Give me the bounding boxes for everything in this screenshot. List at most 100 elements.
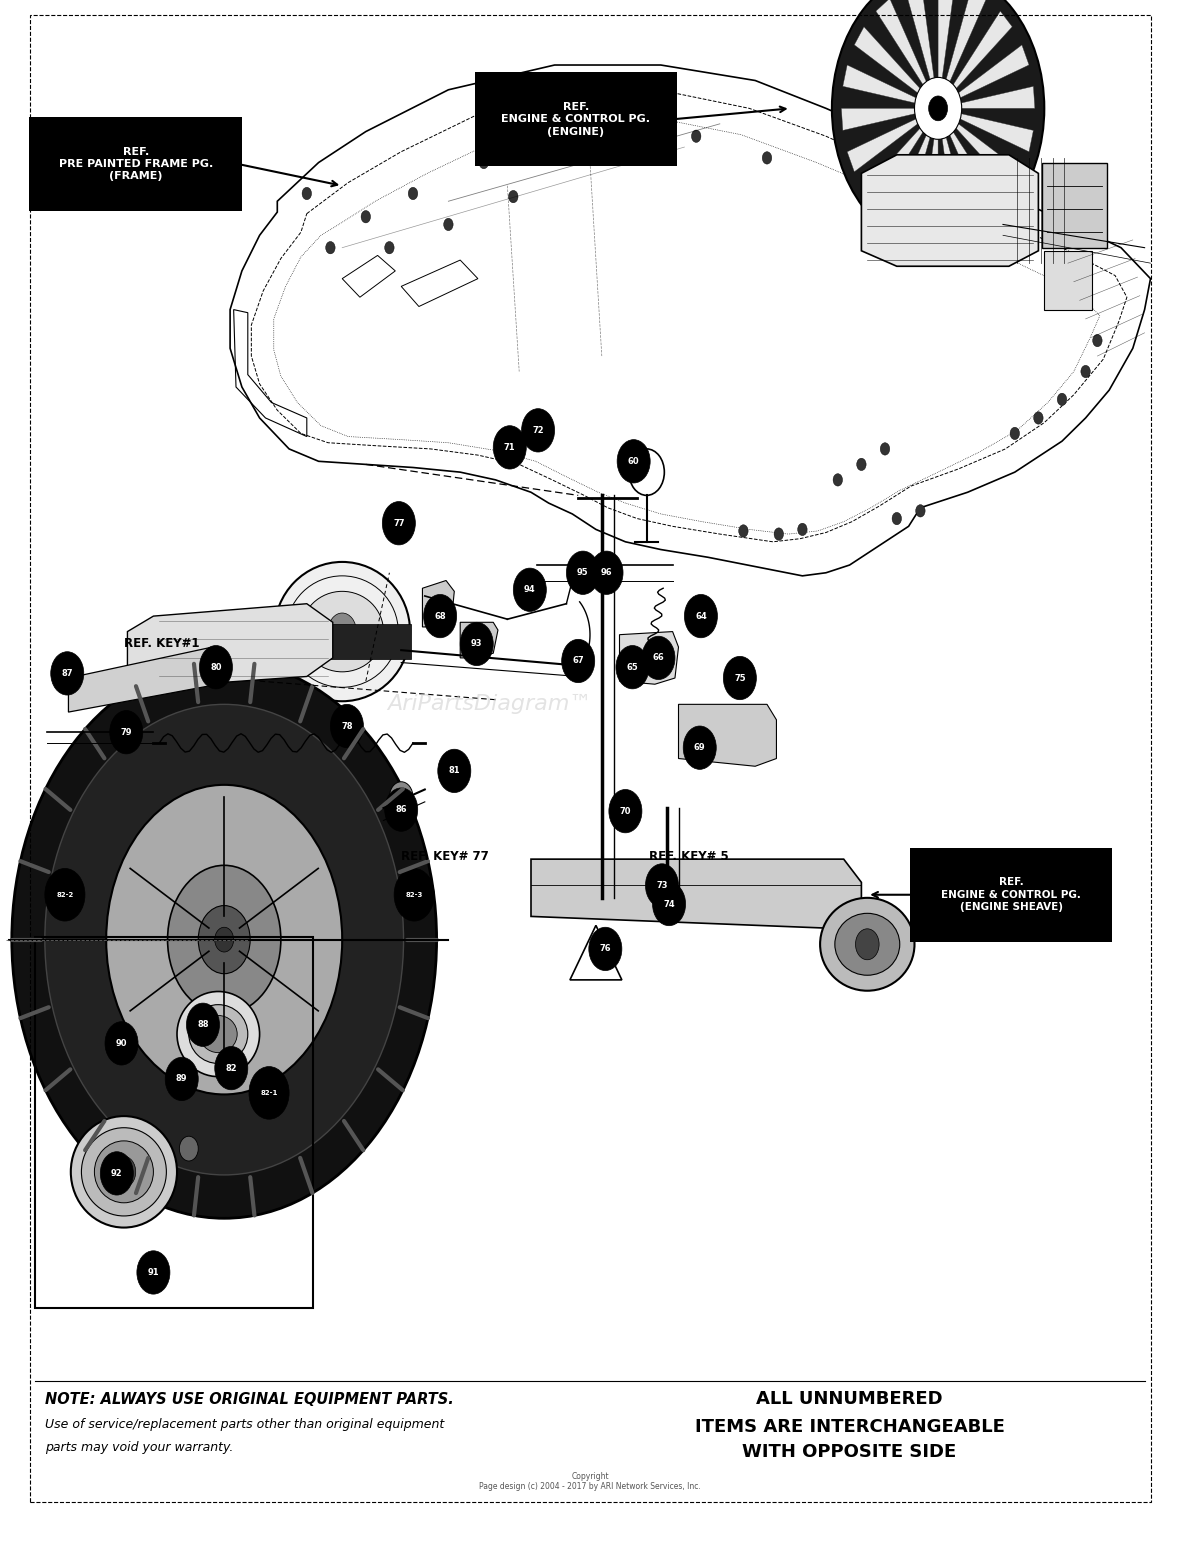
Circle shape xyxy=(110,711,143,754)
Text: C: C xyxy=(125,724,130,734)
Circle shape xyxy=(249,1067,289,1119)
Circle shape xyxy=(389,782,413,813)
Circle shape xyxy=(609,118,618,130)
Circle shape xyxy=(929,96,948,121)
Circle shape xyxy=(1034,412,1043,424)
Polygon shape xyxy=(942,132,971,234)
Polygon shape xyxy=(956,113,1034,152)
Circle shape xyxy=(513,568,546,611)
Ellipse shape xyxy=(94,1141,153,1203)
Text: 72: 72 xyxy=(532,426,544,435)
Circle shape xyxy=(833,474,843,486)
Text: 73: 73 xyxy=(656,881,668,890)
Ellipse shape xyxy=(274,562,411,701)
Text: 96: 96 xyxy=(601,568,612,577)
Ellipse shape xyxy=(301,591,384,672)
Circle shape xyxy=(385,788,418,831)
Circle shape xyxy=(739,525,748,537)
Text: 92: 92 xyxy=(111,1169,123,1178)
Circle shape xyxy=(914,77,962,139)
Polygon shape xyxy=(957,87,1035,108)
Circle shape xyxy=(112,1156,136,1187)
Circle shape xyxy=(916,505,925,517)
Circle shape xyxy=(330,704,363,748)
Text: C: C xyxy=(594,955,598,964)
Text: Copyright
Page design (c) 2004 - 2017 by ARI Network Services, Inc.: Copyright Page design (c) 2004 - 2017 by… xyxy=(479,1472,701,1491)
Polygon shape xyxy=(854,26,924,96)
Circle shape xyxy=(361,211,371,223)
Circle shape xyxy=(326,241,335,254)
Ellipse shape xyxy=(71,1116,177,1228)
Text: 79: 79 xyxy=(120,728,132,737)
Polygon shape xyxy=(274,624,411,659)
Text: 89: 89 xyxy=(176,1074,188,1084)
Circle shape xyxy=(408,187,418,200)
Circle shape xyxy=(394,868,434,921)
Circle shape xyxy=(1081,365,1090,378)
Polygon shape xyxy=(955,45,1029,101)
FancyBboxPatch shape xyxy=(911,848,1112,941)
Ellipse shape xyxy=(189,1005,248,1063)
Text: AriPartsDiagram™: AriPartsDiagram™ xyxy=(387,695,592,714)
Circle shape xyxy=(762,152,772,164)
Circle shape xyxy=(691,130,701,142)
Circle shape xyxy=(653,882,686,926)
Polygon shape xyxy=(861,155,1038,266)
Circle shape xyxy=(723,656,756,700)
Circle shape xyxy=(198,906,250,974)
Ellipse shape xyxy=(177,991,260,1077)
Text: REF.
ENGINE & CONTROL PG.
(ENGINE): REF. ENGINE & CONTROL PG. (ENGINE) xyxy=(502,102,650,136)
Text: REF. KEY# 5: REF. KEY# 5 xyxy=(649,850,729,862)
Text: 87: 87 xyxy=(61,669,73,678)
Circle shape xyxy=(382,502,415,545)
Circle shape xyxy=(165,1057,198,1101)
Text: C: C xyxy=(125,1054,130,1063)
Circle shape xyxy=(302,187,312,200)
Polygon shape xyxy=(944,0,986,87)
Text: 75: 75 xyxy=(734,673,746,683)
Circle shape xyxy=(798,523,807,536)
Text: 82-2: 82-2 xyxy=(57,892,73,898)
Text: parts may void your warranty.: parts may void your warranty. xyxy=(45,1441,234,1454)
Text: 94: 94 xyxy=(524,585,536,594)
Polygon shape xyxy=(890,130,932,228)
Circle shape xyxy=(186,1003,219,1046)
Text: 66: 66 xyxy=(653,653,664,663)
Ellipse shape xyxy=(820,898,914,991)
Circle shape xyxy=(105,1022,138,1065)
Text: 95: 95 xyxy=(577,568,589,577)
Circle shape xyxy=(616,646,649,689)
Text: REF. KEY# 77: REF. KEY# 77 xyxy=(401,850,489,862)
Text: 93: 93 xyxy=(471,639,483,649)
Polygon shape xyxy=(950,11,1012,93)
Circle shape xyxy=(857,458,866,471)
Text: 70: 70 xyxy=(620,807,631,816)
Circle shape xyxy=(509,190,518,203)
Circle shape xyxy=(566,551,599,594)
Text: 82: 82 xyxy=(225,1063,237,1073)
Circle shape xyxy=(12,661,437,1218)
Circle shape xyxy=(45,868,85,921)
Text: 78: 78 xyxy=(341,721,353,731)
Circle shape xyxy=(438,749,471,793)
Polygon shape xyxy=(843,65,920,104)
Circle shape xyxy=(215,1046,248,1090)
Polygon shape xyxy=(876,0,929,90)
Polygon shape xyxy=(948,127,1001,218)
Circle shape xyxy=(683,726,716,769)
Circle shape xyxy=(589,927,622,971)
Polygon shape xyxy=(922,133,938,235)
Text: 76: 76 xyxy=(599,944,611,954)
Text: 65: 65 xyxy=(627,663,638,672)
Text: 88: 88 xyxy=(197,1020,209,1029)
Circle shape xyxy=(106,785,342,1094)
Polygon shape xyxy=(905,0,935,85)
Polygon shape xyxy=(938,0,955,84)
Ellipse shape xyxy=(199,1015,237,1053)
Circle shape xyxy=(522,409,555,452)
Circle shape xyxy=(617,440,650,483)
Text: 90: 90 xyxy=(116,1039,127,1048)
Text: 80: 80 xyxy=(210,663,222,672)
Polygon shape xyxy=(531,859,861,929)
Circle shape xyxy=(1093,334,1102,347)
